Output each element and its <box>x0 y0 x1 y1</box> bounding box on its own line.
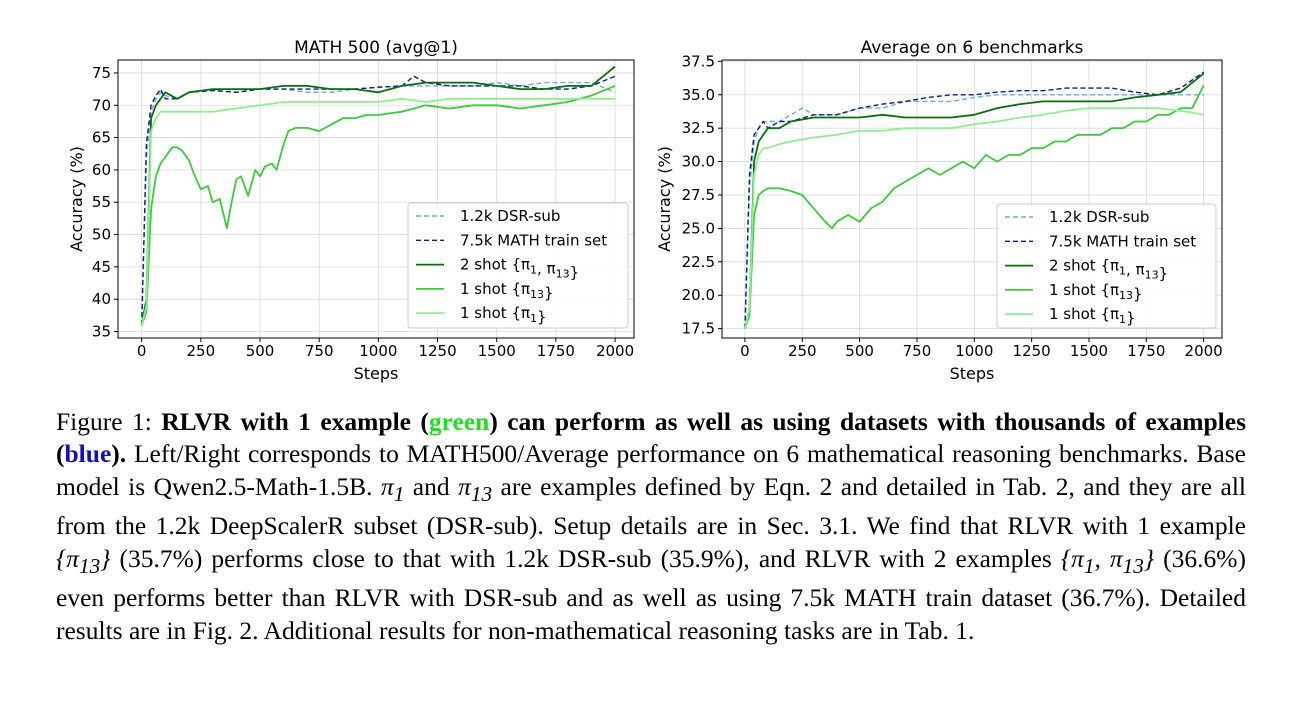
y-tick-label: 60 <box>92 161 111 179</box>
x-tick-label: 1250 <box>418 342 456 360</box>
legend-label: 2 shot {π1, π13} <box>1049 257 1168 283</box>
x-tick-label: 1750 <box>537 342 575 360</box>
series-line-dsr-sub <box>744 94 1204 329</box>
legend-label: 1 shot {π1} <box>460 304 547 326</box>
pi-13: π13 <box>458 471 493 506</box>
series-line-one-shot-1 <box>140 97 616 326</box>
x-tick-label: 500 <box>246 342 275 360</box>
figure-charts: 0 250 500 750 1000 1250 1500 1750 20003540455055… <box>67 38 1223 383</box>
legend-label: 7.5k MATH train set <box>460 231 607 249</box>
x-tick-label: 750 <box>903 342 932 360</box>
y-axis-label: Accuracy (%) <box>655 146 674 252</box>
x-tick-label: 2000 <box>596 342 634 360</box>
legend-frame <box>996 203 1217 329</box>
series-line-two-shot <box>140 65 616 326</box>
series-line-two-shot <box>744 72 1205 329</box>
x-tick-label: 2000 <box>1185 342 1223 360</box>
legend-label: 1 shot {π13} <box>1049 281 1143 303</box>
y-tick-label: 45 <box>92 258 111 276</box>
chart-title: Average on 6 benchmarks <box>861 38 1084 58</box>
caption-blue-word: blue <box>64 439 112 469</box>
series-line-one-shot-13 <box>744 84 1205 329</box>
x-tick-label: 250 <box>788 342 817 360</box>
x-tick-label: 1500 <box>478 342 516 360</box>
x-axis-label: Steps <box>950 364 995 383</box>
x-tick-label: 500 <box>845 342 874 360</box>
x-tick-label: 1000 <box>359 342 397 360</box>
x-tick-label: 0 <box>137 342 147 360</box>
y-tick-label: 32.5 <box>682 119 715 137</box>
legend-label: 7.5k MATH train set <box>1049 232 1196 250</box>
y-tick-label: 35.0 <box>682 86 715 104</box>
y-tick-label: 70 <box>92 96 111 114</box>
legend: 1.2k DSR-sub 7.5k MATH train set 2 shot {π… <box>407 202 629 329</box>
legend-frame <box>407 202 629 329</box>
caption-headline: RLVR with 1 example (green) can perform … <box>56 407 1246 469</box>
caption-green-word: green <box>428 407 490 436</box>
x-tick-label: 1750 <box>1127 342 1165 360</box>
chart-2: 0 250 500 750 1000 1250 1500 1750 2000 17.5 20.0 22… <box>655 38 1223 383</box>
x-tick-label: 1500 <box>1070 342 1108 360</box>
y-tick-label: 37.5 <box>682 52 715 70</box>
x-tick-label: 250 <box>187 342 216 360</box>
x-axis-label: Steps <box>354 364 399 383</box>
y-tick-label: 50 <box>92 226 111 244</box>
chart-title: MATH 500 (avg@1) <box>294 38 458 58</box>
legend-label: 1 shot {π1} <box>1049 305 1136 327</box>
y-tick-label: 55 <box>92 193 111 211</box>
legend-label: 2 shot {π1, π13} <box>460 256 579 282</box>
plot-frame <box>117 59 635 339</box>
y-tick-label: 22.5 <box>682 253 715 271</box>
y-tick-label: 75 <box>92 64 111 82</box>
y-tick-label: 20.0 <box>682 286 715 304</box>
series-line-one-shot-13 <box>140 85 616 326</box>
x-tick-label: 1000 <box>955 342 993 360</box>
y-tick-label: 25.0 <box>682 219 715 237</box>
legend-label: 1.2k DSR-sub <box>1049 208 1149 226</box>
x-tick-label: 1250 <box>1013 342 1051 360</box>
set-pi-13: {π13} <box>56 543 111 578</box>
y-axis-label: Accuracy (%) <box>67 146 86 252</box>
figure-label: Figure 1: <box>56 407 162 436</box>
figure-caption: Figure 1: RLVR with 1 example (green) ca… <box>56 407 1246 645</box>
chart-1: 0 250 500 750 1000 1250 1500 1750 2000 35 40 45 50 55… <box>67 38 635 383</box>
x-tick-label: 750 <box>305 342 334 360</box>
series-line-one-shot-1 <box>744 107 1204 329</box>
series-line-math-train <box>744 71 1205 329</box>
y-tick-label: 17.5 <box>682 320 715 338</box>
legend-label: 1 shot {π13} <box>460 280 554 302</box>
y-tick-label: 35 <box>92 323 111 341</box>
y-tick-label: 40 <box>92 290 111 308</box>
y-tick-label: 27.5 <box>682 186 715 204</box>
legend: 1.2k DSR-sub 7.5k MATH train set 2 shot {π… <box>996 203 1217 329</box>
y-tick-label: 65 <box>92 129 111 147</box>
set-pi-1-pi-13: {π1, π13} <box>1060 543 1155 578</box>
plot-frame <box>721 59 1223 339</box>
pi-1: π1 <box>380 471 405 506</box>
legend-label: 1.2k DSR-sub <box>460 207 560 225</box>
y-tick-label: 30.0 <box>682 153 715 171</box>
x-tick-label: 0 <box>740 342 750 360</box>
